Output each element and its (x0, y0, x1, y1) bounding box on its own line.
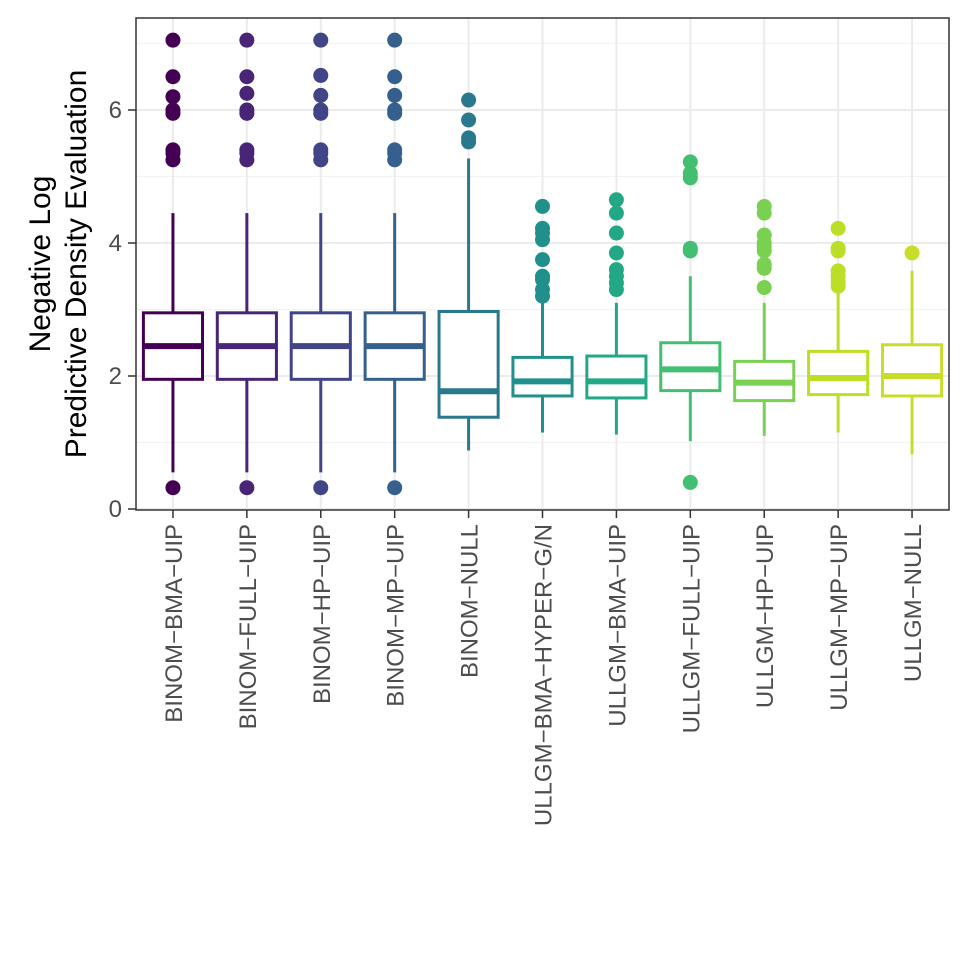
box-group-6 (511, 198, 574, 433)
outlier-point (165, 480, 181, 496)
outlier-point (904, 245, 920, 261)
outlier-point (608, 262, 624, 278)
x-tick-label: ULLGM−BMA−HYPER−G/N (531, 524, 558, 826)
outlier-point (387, 69, 403, 85)
outlier-point (313, 67, 329, 83)
outlier-point (387, 32, 403, 48)
outlier-point (756, 256, 772, 272)
outlier-point (239, 69, 255, 85)
box-plots (141, 32, 944, 496)
outlier-point (313, 87, 329, 103)
outlier-point (756, 280, 772, 296)
x-tick-label: BINOM−MP−UIP (383, 524, 410, 707)
outlier-point (535, 268, 550, 284)
box-group-9 (733, 198, 796, 436)
outlier-point (535, 198, 550, 214)
outlier-point (756, 198, 772, 214)
outlier-point (830, 220, 846, 236)
y-axis-title-line-2: Predictive Density Evaluation (60, 70, 93, 459)
outlier-point (239, 142, 255, 158)
outlier-point (387, 480, 403, 496)
outlier-point (313, 32, 329, 48)
outlier-point (239, 480, 255, 496)
outlier-point (461, 130, 477, 146)
outlier-point (165, 69, 181, 85)
outlier-point (608, 205, 624, 221)
outlier-point (682, 240, 698, 256)
box-iqr (807, 349, 870, 397)
outlier-point (535, 220, 550, 236)
x-tick-label: BINOM−FULL−UIP (235, 524, 262, 729)
y-tick-label: 4 (109, 230, 122, 257)
outlier-point (830, 240, 846, 256)
box-group-1 (141, 32, 205, 496)
outlier-point (239, 102, 255, 118)
x-tick-label: ULLGM−MP−UIP (826, 524, 853, 711)
outlier-point (387, 102, 403, 118)
outlier-point (313, 102, 329, 118)
box-iqr (437, 309, 500, 419)
outlier-point (461, 92, 477, 108)
box-group-5 (437, 92, 500, 451)
y-tick-label: 6 (109, 97, 122, 124)
y-tick-label: 2 (109, 363, 122, 390)
box-iqr (511, 355, 574, 398)
x-tick-label: ULLGM−HP−UIP (752, 524, 779, 708)
outlier-point (239, 85, 255, 101)
x-tick-label: ULLGM−FULL−UIP (678, 524, 705, 733)
box-group-7 (585, 192, 648, 435)
outlier-point (313, 142, 329, 158)
x-tick-label: BINOM−HP−UIP (309, 524, 336, 704)
outlier-point (608, 192, 624, 208)
x-tick-label: BINOM−NULL (457, 524, 484, 678)
outlier-point (608, 245, 624, 261)
outlier-point (313, 480, 329, 496)
outlier-point (682, 154, 698, 170)
box-group-11 (880, 245, 944, 455)
outlier-point (682, 165, 698, 181)
axes: 0 2 4 6 BINOM−BMA−UIP BINOM−FULL−UIP BINOM−HP−… (109, 97, 927, 826)
outlier-point (535, 252, 550, 268)
box-iqr (585, 354, 648, 400)
box-group-8 (659, 154, 722, 490)
box-group-2 (215, 32, 278, 496)
box-group-10 (807, 220, 870, 433)
outlier-point (461, 112, 477, 128)
box-group-3 (289, 32, 352, 496)
x-tick-label: ULLGM−NULL (900, 524, 927, 682)
outlier-point (608, 225, 624, 241)
box-iqr (880, 343, 944, 398)
outlier-point (682, 474, 698, 490)
outlier-point (239, 32, 255, 48)
x-tick-label: BINOM−BMA−UIP (161, 524, 188, 723)
outlier-point (165, 102, 181, 118)
outlier-point (165, 142, 181, 158)
outlier-point (387, 87, 403, 103)
outlier-point (165, 32, 181, 48)
outlier-point (756, 227, 772, 243)
x-tick-label: ULLGM−BMA−UIP (604, 524, 631, 727)
outlier-point (165, 89, 181, 105)
box-group-4 (363, 32, 426, 496)
y-tick-label: 0 (109, 496, 122, 523)
outlier-point (387, 142, 403, 158)
outlier-point (830, 263, 846, 279)
y-axis-title-line-1: Negative Log (24, 176, 57, 353)
